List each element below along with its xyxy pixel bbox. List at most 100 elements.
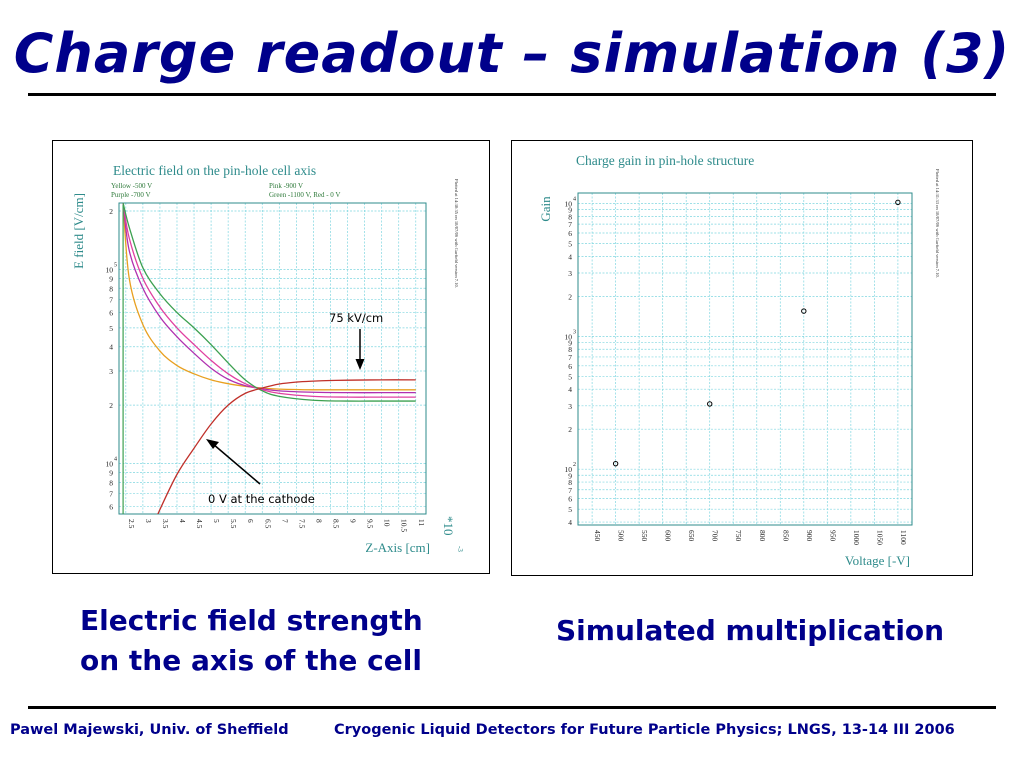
y-tick-label: 10 — [106, 460, 114, 469]
series-line-5 — [157, 379, 416, 514]
x-tick-label: 11 — [417, 519, 426, 526]
x-tick-label: 10 — [383, 519, 392, 527]
y-tick-label: 5 — [568, 240, 572, 249]
x-tick-label: 1100 — [899, 530, 908, 545]
y-tick-label: 7 — [568, 486, 572, 495]
legend-entry: Green -1100 V, Red - 0 V — [269, 191, 340, 199]
footer-event: Cryogenic Liquid Detectors for Future Pa… — [334, 722, 955, 738]
efield-chart: Electric field on the pin-hole cell axis… — [71, 163, 464, 555]
x-tick-label: 900 — [805, 530, 814, 542]
data-point — [801, 308, 807, 314]
x-tick-label: 600 — [664, 530, 673, 542]
y-tick-label: 5 — [568, 372, 572, 381]
y-tick-exponent: 2 — [573, 462, 576, 468]
y-tick-exponent: 4 — [573, 197, 576, 203]
x-tick-label: 450 — [593, 530, 602, 542]
y-tick-label: 4 — [568, 385, 572, 394]
annotation-arrow-cathode — [212, 443, 261, 485]
caption-left-line-1: Electric field strength — [80, 604, 423, 637]
chart-grid — [578, 193, 912, 525]
y-tick-label: 4 — [568, 518, 572, 527]
x-tick-label: 8 — [314, 519, 323, 523]
x-multiplier: *10 — [441, 516, 456, 536]
y-tick-label: 6 — [568, 362, 572, 371]
y-tick-label: 8 — [109, 478, 113, 487]
x-tick-label: 750 — [734, 530, 743, 542]
x-tick-label: 7.5 — [297, 519, 306, 529]
data-point — [707, 401, 713, 407]
series-line-4 — [122, 203, 416, 402]
x-tick-label: 4.5 — [195, 519, 204, 529]
y-tick-label: 9 — [109, 468, 113, 477]
y-tick-label: 7 — [109, 490, 113, 499]
y-tick-exponent: 4 — [114, 457, 117, 463]
y-tick-label: 2 — [568, 425, 572, 434]
annotation-arrowhead-75kvcm — [355, 359, 365, 370]
series-line-3 — [122, 203, 416, 398]
x-tick-label: 2.5 — [127, 519, 136, 529]
x-tick-label: 550 — [640, 530, 649, 542]
y-tick-label: 9 — [568, 338, 572, 347]
y-tick-label: 6 — [568, 229, 572, 238]
chart-title: Electric field on the pin-hole cell axis — [113, 163, 316, 178]
x-tick-label: 5.5 — [229, 519, 238, 529]
x-tick-label: 6.5 — [263, 519, 272, 529]
gain-chart: Charge gain in pin-hole structure 450 500 5… — [538, 153, 940, 568]
y-tick-label: 4 — [109, 343, 113, 352]
plot-stamp-text: Plotted at 14:38:35 on 18/07/06 with Gar… — [454, 179, 459, 288]
x-tick-label: 10.5 — [400, 519, 409, 532]
footer-rule — [28, 706, 996, 709]
plot-stamp-text: Plotted at 14:31:33 on 18/07/06 with Gar… — [935, 169, 940, 278]
y-tick-label: 8 — [568, 345, 572, 354]
x-tick-label: 1050 — [875, 530, 884, 545]
caption-left-line-2: on the axis of the cell — [80, 644, 422, 677]
data-point — [612, 460, 619, 467]
y-tick-label: 2 — [109, 401, 113, 410]
x-tick-label: 3 — [144, 519, 153, 523]
x-tick-label: 3.5 — [161, 519, 170, 529]
slide-title: Charge readout – simulation (3) — [13, 22, 1011, 85]
y-tick-label: 7 — [109, 296, 113, 305]
x-tick-label: 500 — [617, 530, 626, 542]
y-tick-label: 10 — [106, 265, 114, 274]
y-tick-label: 6 — [568, 495, 572, 504]
y-tick-exponent: 3 — [573, 329, 576, 335]
y-tick-exponent: 5 — [114, 262, 117, 268]
annotation-cathode: 0 V at the cathode — [208, 492, 315, 506]
y-tick-label: 7 — [568, 220, 572, 229]
x-tick-label: 8.5 — [331, 519, 340, 529]
x-tick-label: 700 — [711, 530, 720, 542]
y-tick-label: 8 — [568, 212, 572, 221]
y-tick-label: 9 — [109, 274, 113, 283]
x-tick-label: 950 — [828, 530, 837, 542]
gain-chart-panel: Charge gain in pin-hole structure 450 500 5… — [511, 140, 973, 576]
x-axis-label: Z-Axis [cm] — [365, 540, 430, 555]
y-tick-label: 3 — [109, 367, 113, 376]
plot-frame — [577, 192, 913, 526]
x-tick-label: 650 — [687, 530, 696, 542]
y-axis-label: Gain — [538, 196, 553, 222]
footer-author: Pawel Majewski, Univ. of Sheffield — [10, 722, 289, 738]
x-tick-label: 1000 — [852, 530, 861, 545]
chart-grid — [119, 203, 426, 514]
x-tick-label: 6 — [246, 519, 255, 523]
x-tick-label: 9.5 — [366, 519, 375, 529]
y-tick-label: 5 — [568, 505, 572, 514]
plot-frame — [118, 202, 427, 515]
series-line-1 — [122, 203, 416, 391]
chart-title: Charge gain in pin-hole structure — [576, 153, 754, 168]
y-tick-label: 3 — [568, 269, 572, 278]
y-tick-label: 5 — [109, 324, 113, 333]
caption-right: Simulated multiplication — [556, 614, 945, 647]
y-tick-label: 6 — [109, 503, 113, 512]
annotation-arrowhead-cathode — [206, 439, 219, 449]
y-tick-label: 8 — [109, 284, 113, 293]
annotation-75kvcm: 75 kV/cm — [329, 311, 383, 325]
y-tick-label: 2 — [109, 207, 113, 216]
legend-entry: Pink -900 V — [269, 182, 303, 190]
series-line-2 — [122, 203, 416, 394]
y-tick-label: 10 — [565, 200, 573, 209]
y-tick-label: 8 — [568, 478, 572, 487]
efield-chart-panel: Electric field on the pin-hole cell axis… — [52, 140, 490, 574]
y-tick-label: 7 — [568, 353, 572, 362]
